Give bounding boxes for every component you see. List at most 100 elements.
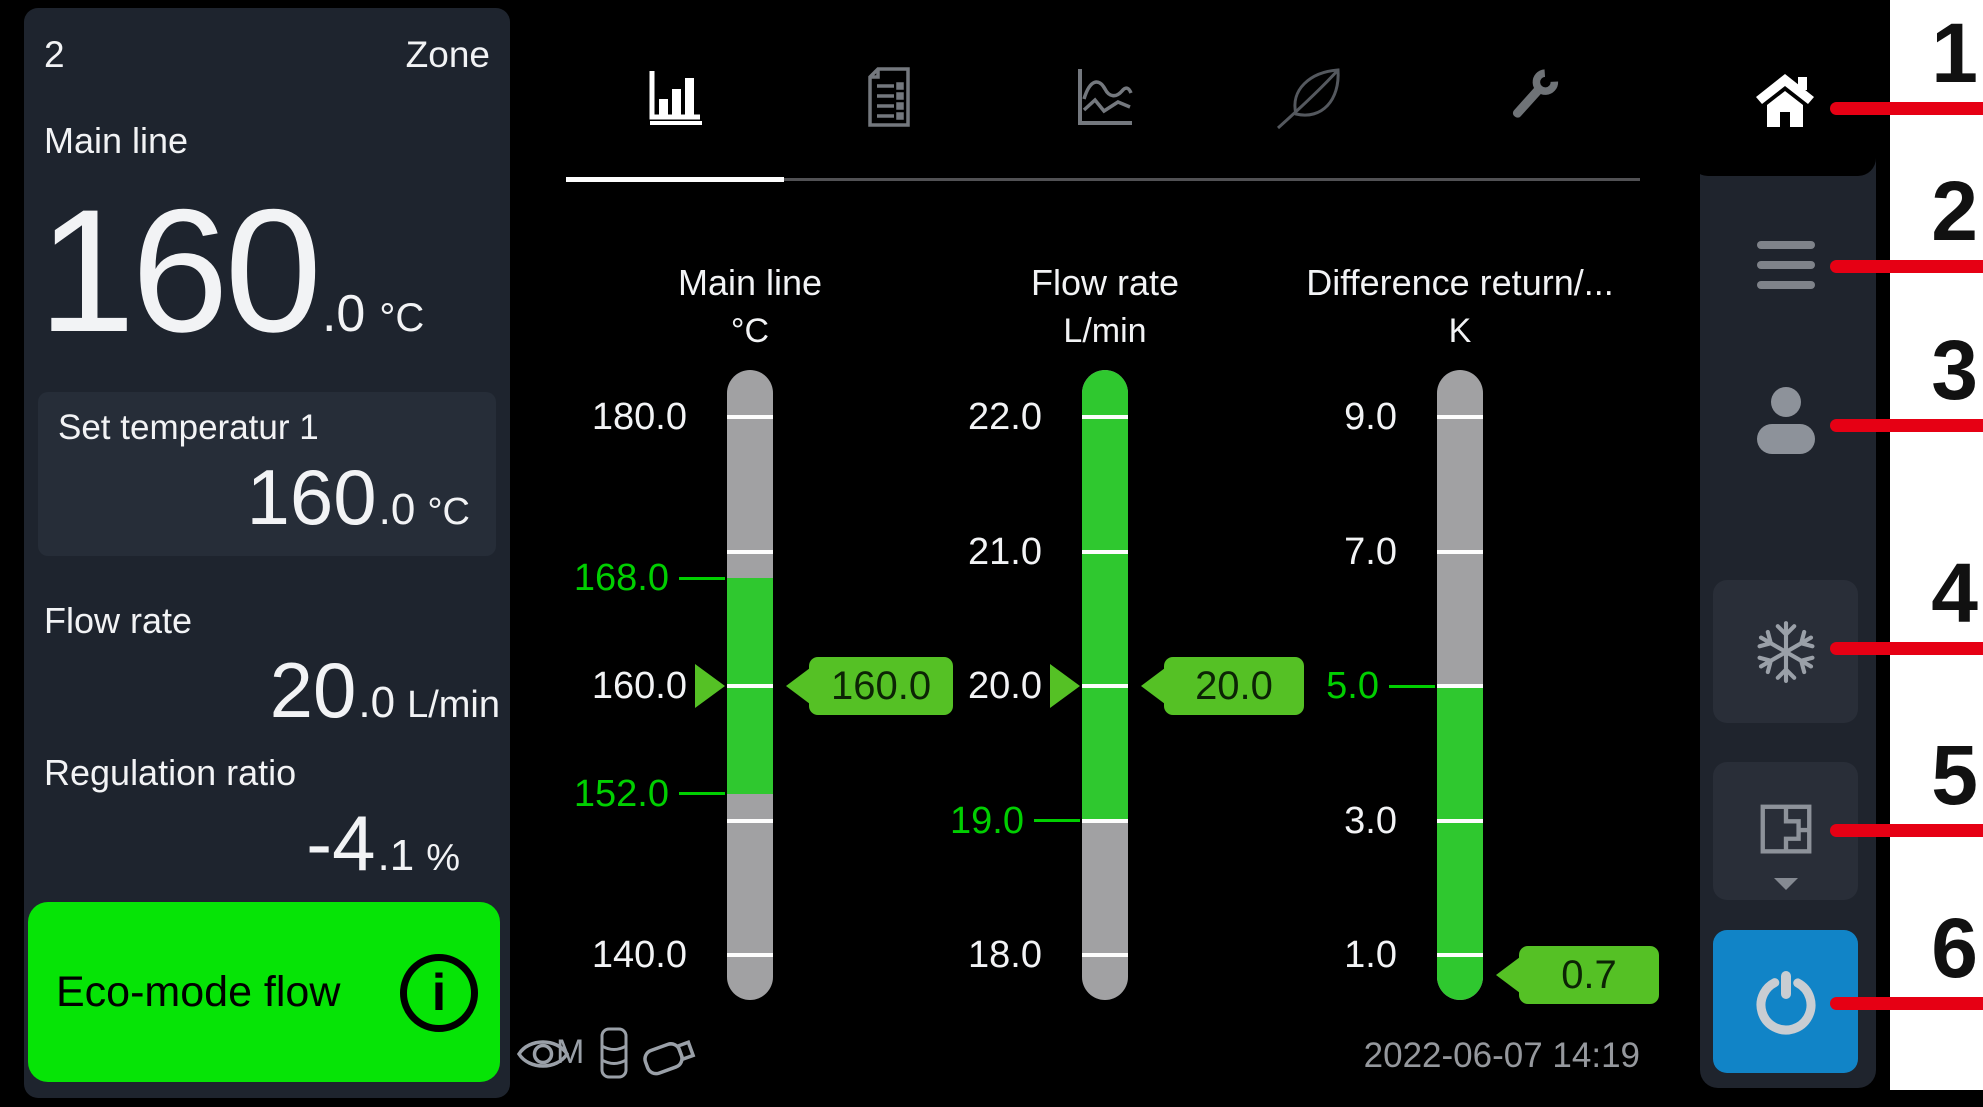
flow-value-unit: L/min: [407, 684, 500, 726]
zone-header: 2 Zone: [44, 34, 490, 76]
gauge-tick: [1082, 684, 1128, 688]
set-temperature-value: 160 .0 °C: [247, 458, 470, 536]
gauge-unit: °C: [730, 312, 770, 350]
set-temperature-card[interactable]: Set temperatur 1 160 .0 °C: [38, 392, 496, 556]
gauge-title: Flow rate: [1030, 262, 1180, 303]
gauge-scale-label: 168.0: [573, 557, 669, 600]
gauge-tick: [1437, 818, 1483, 823]
chevron-down-icon: [1773, 878, 1798, 890]
sidebar-item-home[interactable]: [1690, 0, 1876, 176]
regulation-value-int: -4: [306, 799, 376, 887]
wrench-icon: [1512, 69, 1559, 118]
gauge-scale-label: 152.0: [573, 772, 669, 815]
eco-mode-flow-button[interactable]: Eco-mode flow i: [28, 902, 500, 1082]
flow-value-frac: .0: [358, 678, 396, 727]
tab-trend[interactable]: [1062, 55, 1146, 139]
gauge-tick: [1437, 415, 1483, 419]
eco-mode-flow-label: Eco-mode flow: [56, 968, 341, 1016]
tab-overview[interactable]: [630, 55, 714, 139]
gauge-tick: [1082, 415, 1128, 419]
main-value-unit: °C: [379, 296, 425, 340]
gauge-tick: [1082, 818, 1128, 823]
snowflake-icon: [1756, 620, 1815, 683]
gauge-scale-label: 9.0: [1344, 396, 1397, 438]
callout-line-5: [1830, 823, 1983, 837]
tab-eco[interactable]: [1274, 55, 1358, 139]
gauge-scale-label: 140.0: [591, 934, 687, 976]
set-value-frac: .0: [378, 485, 416, 534]
gauge-tick: [1437, 684, 1483, 688]
callout-number-5: 5: [1931, 728, 1978, 822]
gauge-pointer: [695, 664, 725, 708]
eye-monitor-letter: M: [556, 1033, 585, 1071]
set-temperature-label: Set temperatur 1: [58, 408, 319, 447]
gauge-threshold-dash: [1389, 684, 1435, 688]
timestamp: 2022-06-07 14:19: [1363, 1036, 1640, 1075]
gauge-scale-label: 180.0: [591, 396, 687, 438]
power-icon: [1756, 970, 1815, 1034]
gauge-threshold-dash: [679, 576, 725, 580]
callout-line-3: [1830, 418, 1983, 432]
sidebar-item-user[interactable]: [1754, 382, 1818, 469]
gauge-tick: [727, 549, 773, 554]
callout-line-1: [1830, 101, 1983, 115]
active-tab-underline: [566, 177, 784, 182]
gauge-value-badge: 20.0: [1141, 657, 1304, 715]
callout-line-2: [1830, 259, 1983, 273]
gauge-green-zone: [1437, 686, 1483, 1000]
gauge-title: Main line: [677, 262, 823, 303]
gauge-tick: [1082, 953, 1128, 957]
gauge-tick: [727, 953, 773, 957]
set-value-unit: °C: [427, 491, 470, 533]
gauge-tick: [1437, 549, 1483, 554]
info-icon[interactable]: i: [400, 954, 478, 1032]
gauge-scale-label: 3.0: [1344, 799, 1397, 842]
gauge-scale-label: 5.0: [1326, 665, 1379, 707]
callout-number-2: 2: [1931, 164, 1978, 258]
user-icon: [1757, 387, 1815, 454]
trend-icon: [1078, 69, 1133, 125]
gauge-scale-label: 7.0: [1344, 530, 1397, 573]
flow-rate-value: 20 .0 L/min: [270, 651, 500, 729]
gauge-pointer: [1050, 664, 1080, 708]
tab-settings[interactable]: [1490, 55, 1574, 139]
gauge-value-badge: 160.0: [785, 657, 954, 715]
main-line-label: Main line: [44, 120, 189, 161]
set-value-int: 160: [246, 453, 377, 541]
home-icon: [1756, 74, 1814, 127]
regulation-value-frac: .1: [377, 831, 415, 880]
tab-underline: [784, 178, 1640, 181]
sidebar-item-menu[interactable]: [1757, 241, 1815, 291]
callout-number-1: 1: [1931, 6, 1978, 100]
gauge-scale-label: 21.0: [968, 530, 1042, 573]
callout-number-6: 6: [1931, 901, 1978, 995]
gauge-unit: K: [1448, 312, 1472, 350]
gauge-scale-label: 18.0: [968, 934, 1042, 976]
zone-panel: 2 Zone Main line 160 .0 °C Set temperatu…: [24, 8, 510, 1098]
main-line-value: 160 .0 °C: [38, 184, 424, 359]
gauge-tick: [1437, 953, 1483, 957]
report-icon: [868, 67, 910, 127]
gauge-tick: [727, 684, 773, 688]
gauge-threshold-dash: [679, 792, 725, 796]
gauge-green-zone: [1082, 370, 1128, 821]
gauge-scale-label: 19.0: [950, 799, 1024, 842]
eye-monitor-icon: [516, 1040, 570, 1068]
gauge-tick: [727, 818, 773, 823]
leaf-icon: [1276, 68, 1340, 130]
gauge-threshold-dash: [1034, 819, 1080, 822]
gauge-value-badge: 0.7: [1496, 946, 1659, 1005]
annotation-margin: [1890, 0, 1983, 1090]
regulation-value-unit: %: [426, 837, 460, 879]
gauge-scale-label: 20.0: [968, 665, 1042, 707]
sidebar: [1700, 12, 1876, 1088]
gauge-tick: [727, 415, 773, 419]
gauge-scale-label: 160.0: [591, 665, 687, 707]
main-value-frac: .0: [321, 285, 366, 343]
gauge-scale-label: 1.0: [1344, 934, 1397, 976]
usb-icon: [643, 1039, 696, 1076]
callout-number-3: 3: [1931, 323, 1978, 417]
gauge-scale-label: 22.0: [968, 396, 1042, 438]
tab-report[interactable]: [846, 55, 930, 139]
